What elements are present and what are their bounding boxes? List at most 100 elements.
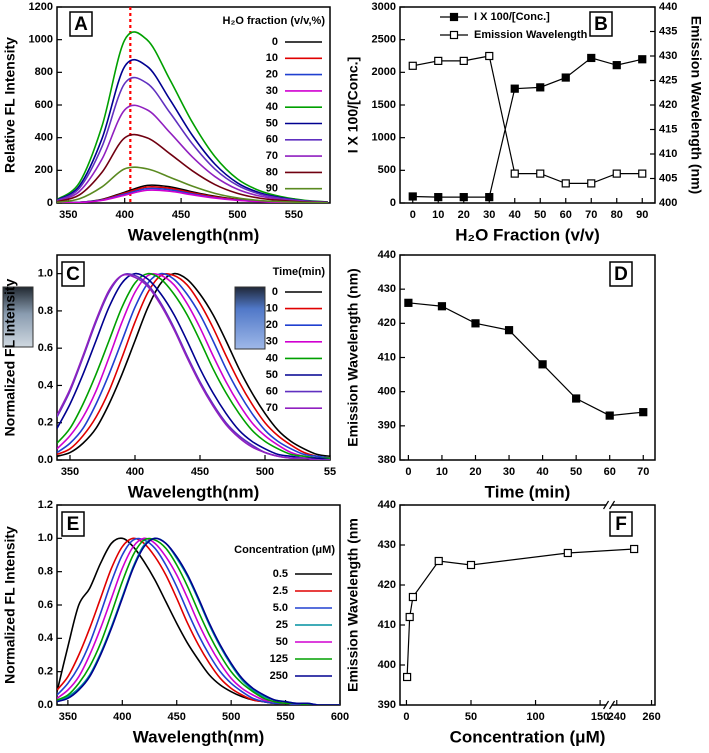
legend-label: 10	[266, 303, 278, 315]
x-tick-label: 60	[560, 209, 572, 221]
panel-label: E	[67, 514, 80, 535]
series-line	[57, 76, 328, 203]
y-tick-label: 0	[47, 197, 53, 209]
series-line	[57, 133, 328, 203]
plot-frame	[56, 6, 331, 204]
axis-break-mark	[609, 500, 616, 510]
legend-label: 30	[266, 336, 278, 348]
legend-marker	[449, 30, 459, 40]
y-tick-label: 1000	[29, 34, 53, 46]
y-tick-label: 3000	[372, 1, 396, 13]
panel-label: C	[66, 264, 80, 285]
y-tick-label: 430	[378, 539, 396, 551]
legend-label: 5.0	[273, 602, 288, 614]
x-tick-label: 400	[113, 711, 131, 723]
y2-tick-label: 430	[659, 50, 677, 62]
y-tick-label: 1.2	[38, 499, 53, 511]
series-line	[57, 537, 340, 705]
series-line	[406, 548, 635, 678]
y-tick-label: 410	[378, 351, 396, 363]
data-point	[561, 179, 570, 188]
panel-label-box	[609, 511, 633, 537]
data-point	[536, 83, 545, 92]
y-axis-title: Normalized FL Intensity	[2, 278, 18, 436]
y-tick-label: 0.0	[38, 699, 53, 711]
y2-tick-label: 435	[659, 25, 677, 37]
legend-title: Concentration (μM)	[234, 544, 335, 556]
y-tick-label: 1500	[372, 99, 396, 111]
data-point	[587, 179, 596, 188]
data-point	[434, 556, 443, 566]
axis-break-mark	[609, 700, 616, 710]
y-axis-title: Normalized FL Intensity	[2, 526, 18, 684]
legend-label: 70	[266, 402, 278, 414]
y2-tick-label: 410	[659, 148, 677, 160]
plot-frame	[399, 504, 656, 706]
y-tick-label: 390	[378, 699, 396, 711]
x-tick-label: 0	[410, 209, 416, 221]
data-point	[459, 56, 468, 66]
series-line	[57, 166, 328, 203]
legend-label: 10	[266, 52, 278, 64]
legend-label: 50	[266, 369, 278, 381]
panel-label-box	[589, 11, 613, 37]
legend-label: 250	[270, 670, 288, 682]
legend-label: 25	[276, 619, 288, 631]
panel-label-box	[609, 261, 633, 287]
x-tick-label: 10	[436, 466, 448, 478]
x-tick-label: 30	[483, 209, 495, 221]
legend-label: I X 100/[Conc.]	[474, 11, 550, 23]
legend-label: 2.5	[273, 585, 288, 597]
legend-label: Emission Wavelength	[474, 29, 588, 41]
x-axis-title: Time (min)	[485, 482, 571, 501]
x-tick-label: 450	[172, 209, 190, 221]
y-tick-label: 0.2	[38, 417, 53, 429]
y-tick-label: 0	[390, 197, 396, 209]
axis-break-mark	[603, 700, 610, 710]
series-line	[57, 273, 330, 460]
y-tick-label: 1.0	[38, 532, 53, 544]
y-tick-label: 400	[35, 132, 53, 144]
x-tick-label: 20	[469, 466, 481, 478]
y-tick-label: 0.8	[38, 305, 53, 317]
data-point	[538, 360, 547, 369]
y-axis-title: Emission Wavelength (nm)	[345, 268, 361, 446]
series-line	[412, 57, 643, 198]
plot-frame	[56, 504, 341, 706]
legend-label: 50	[276, 636, 288, 648]
legend-label: 30	[266, 85, 278, 97]
y-tick-label: 2000	[372, 66, 396, 78]
legend-title: Time(min)	[273, 266, 326, 278]
y-tick-label: 1.0	[38, 268, 53, 280]
panel-label-box	[61, 511, 85, 537]
x-tick-label: 55	[324, 466, 336, 478]
legend-label: 80	[266, 166, 278, 178]
x-tick-label: 350	[61, 466, 79, 478]
y2-tick-label: 425	[659, 74, 677, 86]
data-point	[404, 298, 413, 307]
panel-label-box	[69, 11, 93, 37]
series-line	[57, 272, 330, 460]
series-line	[57, 58, 328, 203]
vial-photo	[234, 286, 266, 350]
data-point	[471, 319, 480, 328]
data-point	[510, 84, 519, 93]
x-tick-label: 500	[228, 209, 246, 221]
legend-label: 0	[272, 286, 278, 298]
data-point	[405, 612, 414, 622]
panel-label-box	[61, 261, 85, 287]
legend-label: 0	[272, 36, 278, 48]
x-tick-label: 20	[458, 209, 470, 221]
x-tick-label: 70	[585, 209, 597, 221]
data-point	[612, 61, 621, 70]
legend-marker	[449, 12, 459, 22]
series-line	[57, 273, 330, 460]
legend-label: 20	[266, 69, 278, 81]
x-tick-label: 450	[168, 711, 186, 723]
x-tick-label: 150	[591, 711, 609, 723]
y-tick-label: 0.0	[38, 454, 53, 466]
data-point	[638, 169, 647, 178]
legend-title: H₂O fraction (v/v,%)	[223, 15, 326, 27]
data-point	[587, 53, 596, 63]
